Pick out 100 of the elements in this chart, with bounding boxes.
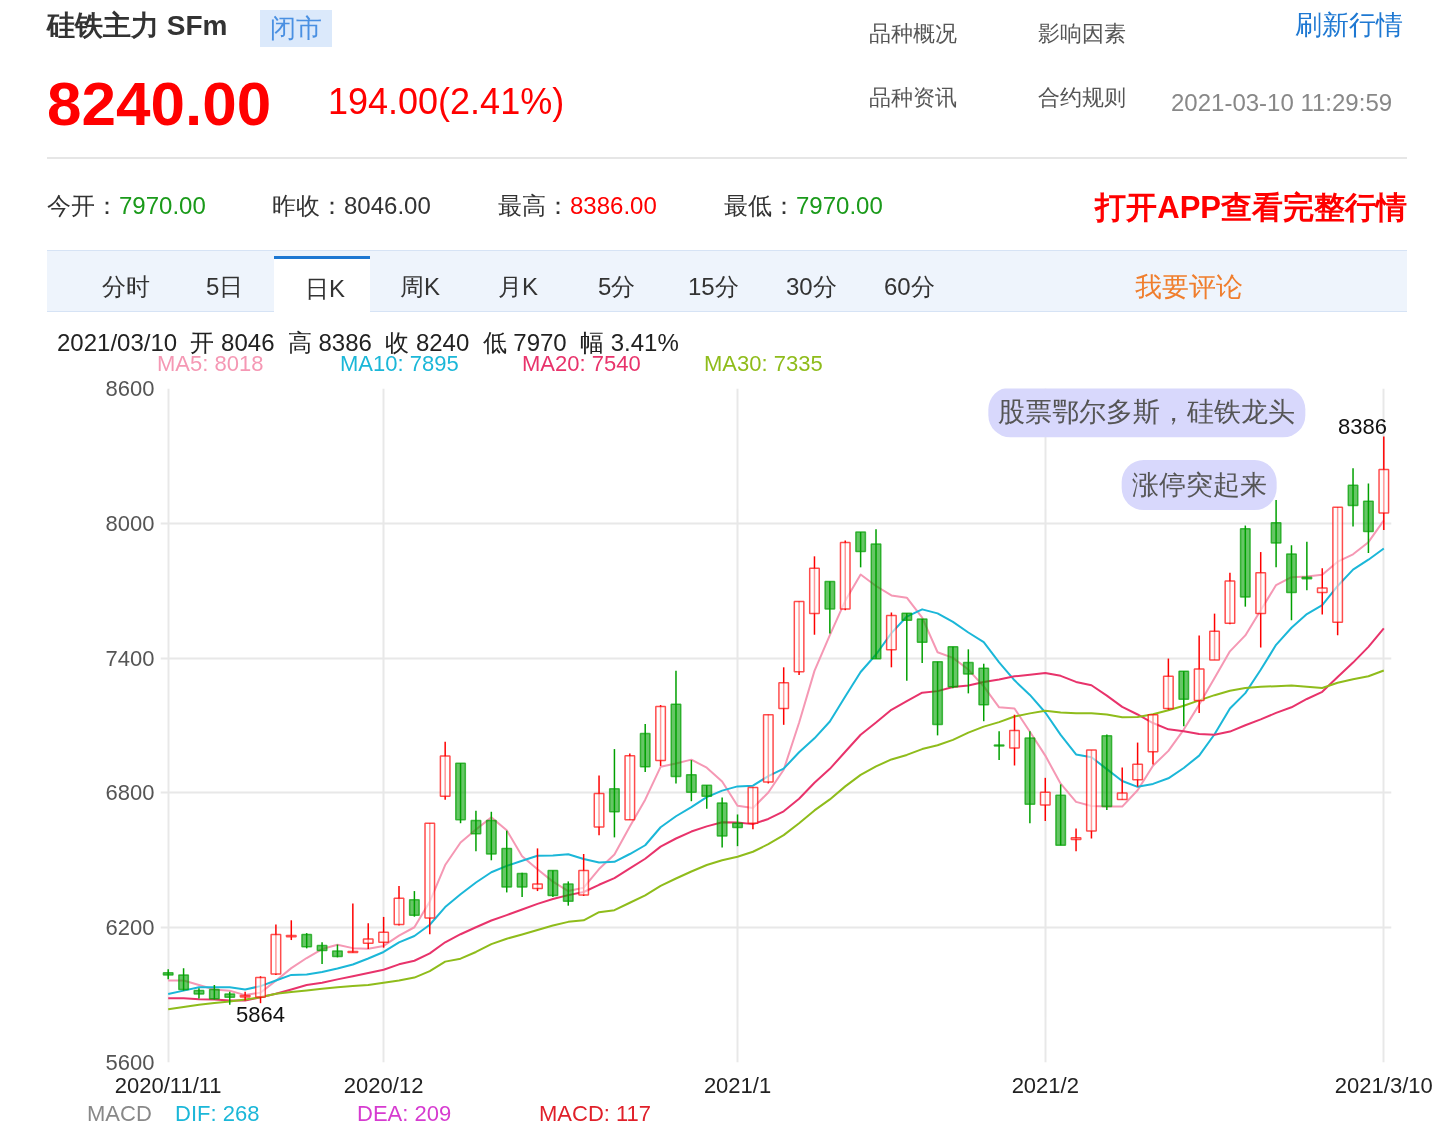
candlestick: [685, 759, 697, 802]
text: MA30: 7335: [704, 350, 823, 378]
candlestick: [1008, 713, 1021, 767]
annotation: 8386: [1337, 413, 1387, 439]
candlestick: [732, 813, 744, 847]
text: 昨收：8046.00: [272, 191, 431, 221]
candlestick: [870, 528, 882, 660]
candlestick: [439, 740, 451, 801]
text: 合约规则: [1038, 84, 1126, 112]
candlestick: [1332, 506, 1344, 636]
candlestick: [670, 669, 682, 785]
candlestick: [624, 752, 636, 821]
candlestick: [162, 968, 174, 981]
candlestick: [578, 853, 590, 897]
text: 5日: [206, 272, 244, 302]
candlestick: [1362, 482, 1374, 554]
annotation: 5864: [236, 1002, 285, 1028]
candlestick: [1209, 612, 1221, 661]
text: 影响因素: [1038, 20, 1126, 48]
candlestick: [1255, 551, 1267, 649]
candlestick: [593, 774, 605, 836]
candlestick: [1239, 524, 1251, 608]
candlestick: [778, 666, 790, 726]
candlestick: [470, 810, 482, 853]
candlestick: [547, 869, 559, 898]
candlestick: [501, 829, 513, 894]
candlestick: [378, 916, 390, 949]
candlestick: [885, 611, 897, 669]
candlestick: [239, 990, 251, 1002]
y-tick-label: 6200: [105, 915, 155, 941]
candlestick: [1147, 713, 1159, 766]
candlestick: [1347, 467, 1359, 528]
candlestick: [270, 923, 282, 976]
y-tick-label: 6800: [105, 780, 155, 806]
annotation: 涨停突起来: [1131, 470, 1267, 501]
text: 周K: [400, 272, 441, 302]
candlestick: [855, 531, 867, 569]
text: 打开APP查看完整行情: [1095, 189, 1407, 227]
text: 最高：8386.00: [498, 191, 657, 221]
text: 2021-03-10 11:29:59: [1171, 88, 1393, 118]
candlestick: [1270, 499, 1282, 569]
text: 刷新行情: [1295, 9, 1403, 42]
x-tick-label: 2021/1: [703, 1072, 772, 1098]
candlestick: [701, 784, 713, 810]
text: 30分: [786, 272, 837, 302]
x-tick-label: 2020/11/11: [114, 1072, 222, 1098]
y-tick-label: 7400: [105, 645, 155, 671]
candlestick: [824, 580, 836, 635]
text: MACD: 117: [539, 1100, 652, 1123]
text: DIF: 268: [175, 1100, 260, 1123]
candlestick: [808, 555, 820, 636]
y-tick-label: 8600: [105, 376, 155, 401]
y-tick-label: 8000: [105, 510, 155, 536]
candlestick: [916, 618, 928, 664]
candlestick: [608, 748, 620, 839]
candlestick: [839, 539, 851, 611]
candlestick: [316, 941, 328, 965]
text: 5分: [598, 272, 636, 302]
candlestick: [978, 662, 990, 722]
candlestick: [516, 871, 528, 898]
candlestick: [393, 885, 405, 927]
candlestick: [901, 612, 913, 682]
x-tick-label: 2021/3/10: [1334, 1072, 1433, 1098]
candlestick: [639, 723, 651, 773]
candlestick: [1132, 741, 1144, 788]
candlestick: [531, 847, 544, 892]
candlestick: [1193, 634, 1205, 714]
text: 15分: [688, 272, 739, 302]
x-tick-label: 2020/12: [343, 1072, 424, 1098]
candlestick: [255, 975, 267, 1004]
text: DEA: 209: [357, 1100, 452, 1123]
candlestick: [1178, 670, 1190, 727]
annotation: 股票鄂尔多斯，硅铁龙头: [998, 397, 1296, 428]
candlestick: [1101, 733, 1113, 811]
candlestick: [1055, 783, 1067, 846]
candlestick: [193, 987, 205, 1000]
text: 194.00(2.41%): [328, 80, 565, 124]
candlestick: [762, 713, 774, 785]
text: 日K: [305, 274, 346, 304]
text: 60分: [884, 272, 935, 302]
x-tick-label: 2021/2: [1011, 1072, 1079, 1098]
text: 月K: [498, 272, 539, 302]
candlestick: [178, 967, 190, 992]
candlestick: [1162, 657, 1174, 711]
candlestick: [1285, 544, 1297, 622]
y-tick-label: 5600: [105, 1050, 155, 1075]
candlestick: [947, 645, 959, 689]
text: 品种概况: [869, 20, 957, 48]
candlestick: [362, 922, 374, 950]
candlestick: [485, 811, 497, 862]
candlestick: [1039, 777, 1051, 822]
candlestick: [716, 796, 728, 849]
candlestick: [1116, 766, 1128, 801]
candlestick: [655, 704, 667, 767]
candlestick: [424, 822, 436, 935]
candlestick: [1378, 435, 1390, 531]
text: 最低：7970.00: [724, 191, 883, 221]
candlestick: [993, 730, 1005, 761]
candlestick: [747, 786, 759, 831]
candlestick: [962, 648, 974, 695]
